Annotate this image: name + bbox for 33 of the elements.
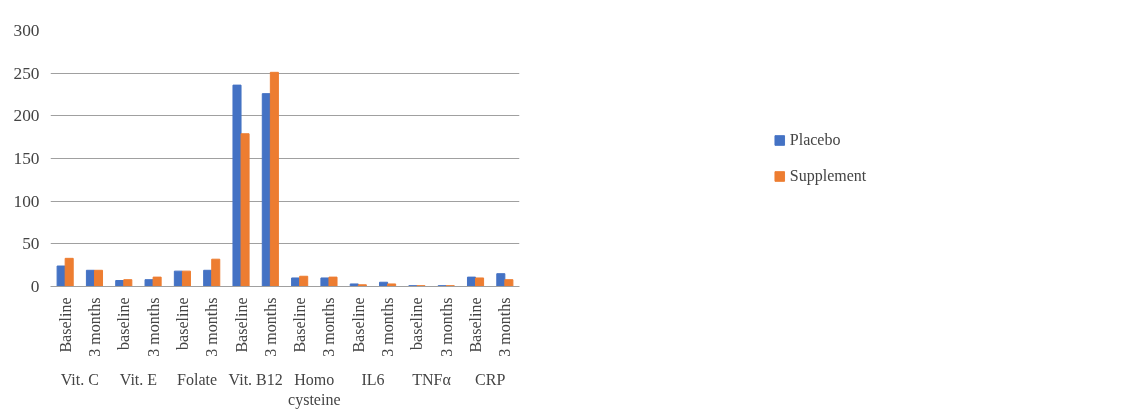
x-tick-label: 3 months xyxy=(261,297,279,357)
text: Homo cysteine xyxy=(288,370,341,409)
text: TNFα xyxy=(412,370,452,388)
x-tick-label: Baseline xyxy=(349,297,367,353)
y-tick-label: 100 xyxy=(13,191,40,211)
y-tick-label: 50 xyxy=(22,234,40,254)
x-tick-label: 3 months xyxy=(437,297,455,357)
x-tick-label: Baseline xyxy=(232,297,250,353)
x-tick-label: 3 months xyxy=(203,297,221,357)
x-tick-label: baseline xyxy=(173,297,191,350)
text: CRP xyxy=(475,370,506,388)
x-tick-label: 3 months xyxy=(320,297,338,357)
legend-label: Placebo xyxy=(789,131,841,149)
x-tick-label: Baseline xyxy=(56,297,74,353)
x-tick-label: baseline xyxy=(408,297,426,350)
x-tick-label: Baseline xyxy=(467,297,485,353)
y-tick-label: 200 xyxy=(13,106,40,126)
y-tick-label: 150 xyxy=(13,149,40,168)
x-tick-label: 3 months xyxy=(379,297,397,357)
x-tick-label: 3 months xyxy=(85,297,103,357)
x-tick-label: baseline xyxy=(115,297,133,350)
x-tick-label: Baseline xyxy=(291,297,309,353)
text: Vit. C xyxy=(60,370,99,388)
text: Vit. E xyxy=(119,370,158,388)
text: IL6 xyxy=(361,370,385,388)
text: Vit. B12 xyxy=(228,370,283,388)
x-tick-label: 3 months xyxy=(496,297,514,357)
y-tick-label: 250 xyxy=(13,63,40,83)
y-tick-label: 300 xyxy=(13,21,40,40)
text: Folate xyxy=(177,370,218,388)
legend-label: Supplement xyxy=(789,167,867,185)
y-tick-label: 0 xyxy=(30,277,40,296)
x-tick-label: 3 months xyxy=(144,297,162,357)
